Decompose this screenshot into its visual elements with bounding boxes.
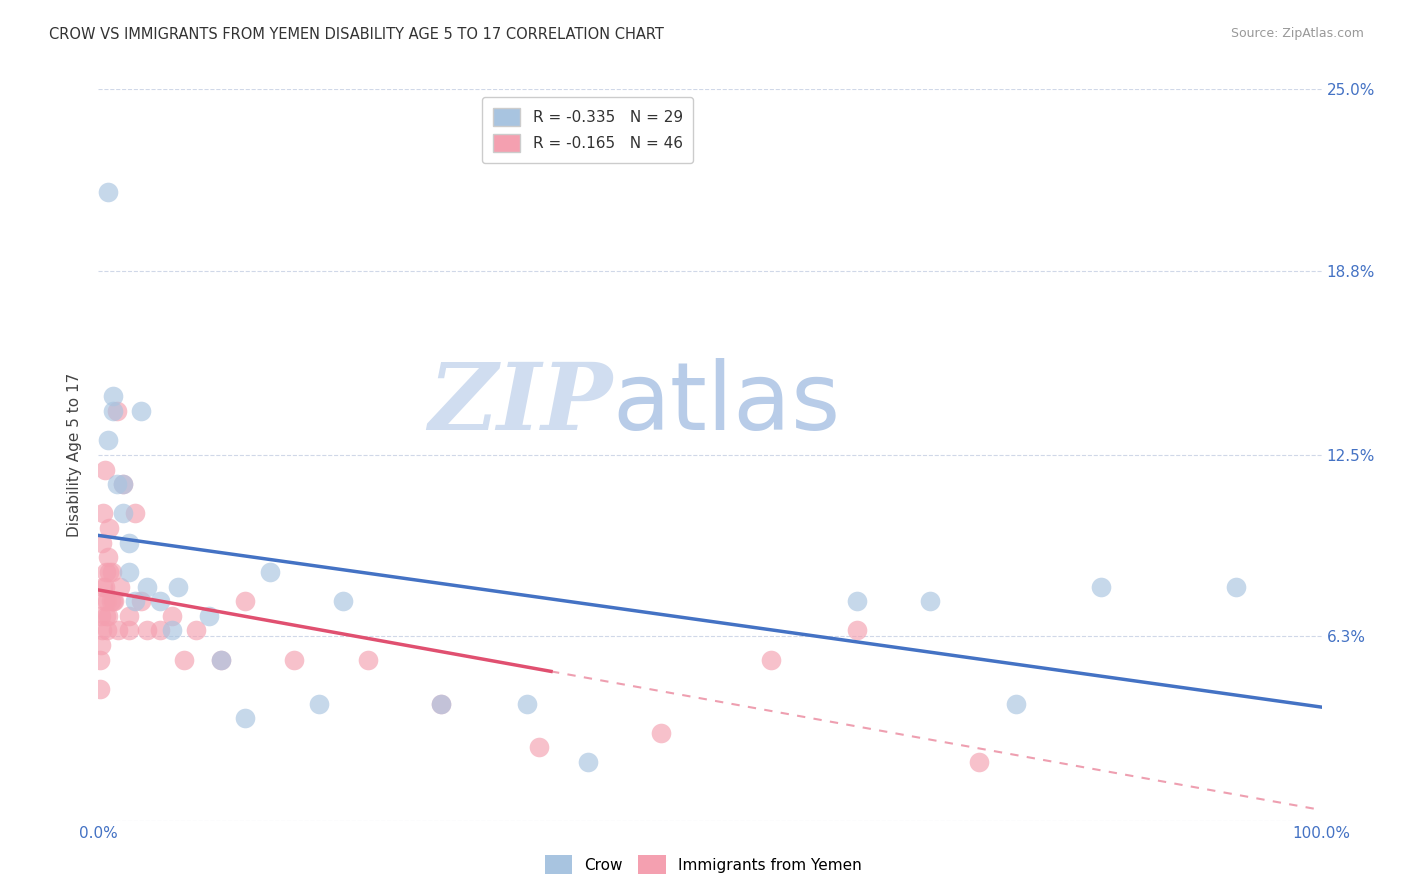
Point (90, 638, 112, 652)
Point (111, 507, 134, 521)
Text: atlas: atlas (612, 358, 841, 450)
Point (94, 608, 117, 623)
Text: CROW VS IMMIGRANTS FROM YEMEN DISABILITY AGE 5 TO 17 CORRELATION CHART: CROW VS IMMIGRANTS FROM YEMEN DISABILITY… (49, 27, 664, 42)
Point (98, 521, 121, 535)
Point (118, 624, 141, 638)
Point (93, 594, 115, 608)
Point (136, 624, 159, 638)
Point (89, 681, 111, 696)
Point (96, 624, 118, 638)
Point (91, 580, 114, 594)
Point (356, 653, 378, 667)
Point (101, 404, 124, 418)
Point (111, 477, 134, 491)
Point (1004, 697, 1026, 711)
Point (111, 477, 134, 491)
Point (515, 697, 537, 711)
Point (430, 697, 453, 711)
Point (967, 755, 990, 769)
Legend: Crow, Immigrants from Yemen: Crow, Immigrants from Yemen (538, 849, 868, 880)
Point (129, 404, 152, 418)
Legend: R = -0.335   N = 29, R = -0.165   N = 46: R = -0.335 N = 29, R = -0.165 N = 46 (482, 97, 693, 163)
Point (97, 550, 120, 565)
Point (1090, 580, 1112, 594)
Point (920, 594, 942, 608)
Point (761, 653, 783, 667)
Point (97, 608, 120, 623)
Point (186, 624, 208, 638)
Point (124, 507, 146, 521)
Point (576, 755, 599, 769)
Point (233, 594, 256, 608)
Point (103, 594, 125, 608)
Point (209, 653, 232, 667)
Point (308, 697, 330, 711)
Point (105, 404, 128, 418)
Point (845, 594, 868, 608)
Point (94, 565, 117, 579)
Point (110, 580, 132, 594)
Point (650, 726, 672, 740)
Point (197, 608, 219, 623)
Point (173, 653, 195, 667)
Point (101, 389, 124, 403)
Point (97, 434, 120, 448)
Y-axis label: Disability Age 5 to 17: Disability Age 5 to 17 (67, 373, 83, 537)
Point (845, 624, 868, 638)
Text: Source: ZipAtlas.com: Source: ZipAtlas.com (1230, 27, 1364, 40)
Point (118, 608, 141, 623)
Point (160, 624, 183, 638)
Point (96, 594, 118, 608)
Point (283, 653, 305, 667)
Point (101, 565, 124, 579)
Point (98, 565, 121, 579)
Point (209, 653, 232, 667)
Point (129, 594, 152, 608)
Point (91, 507, 114, 521)
Point (1225, 580, 1247, 594)
Point (101, 594, 124, 608)
Point (149, 594, 172, 608)
Point (149, 624, 172, 638)
Point (160, 608, 183, 623)
Point (136, 580, 159, 594)
Point (233, 711, 256, 725)
Point (118, 565, 141, 579)
Point (167, 580, 190, 594)
Point (90, 608, 112, 623)
Point (97, 185, 120, 199)
Point (107, 624, 129, 638)
Point (105, 477, 128, 491)
Point (93, 462, 115, 476)
Point (124, 594, 146, 608)
Text: ZIP: ZIP (427, 359, 612, 449)
Point (527, 740, 550, 755)
Point (332, 594, 354, 608)
Point (91, 624, 114, 638)
Point (91, 535, 114, 549)
Point (100, 594, 122, 608)
Point (89, 653, 111, 667)
Point (118, 535, 141, 549)
Point (430, 697, 453, 711)
Point (259, 565, 281, 579)
Point (93, 580, 115, 594)
